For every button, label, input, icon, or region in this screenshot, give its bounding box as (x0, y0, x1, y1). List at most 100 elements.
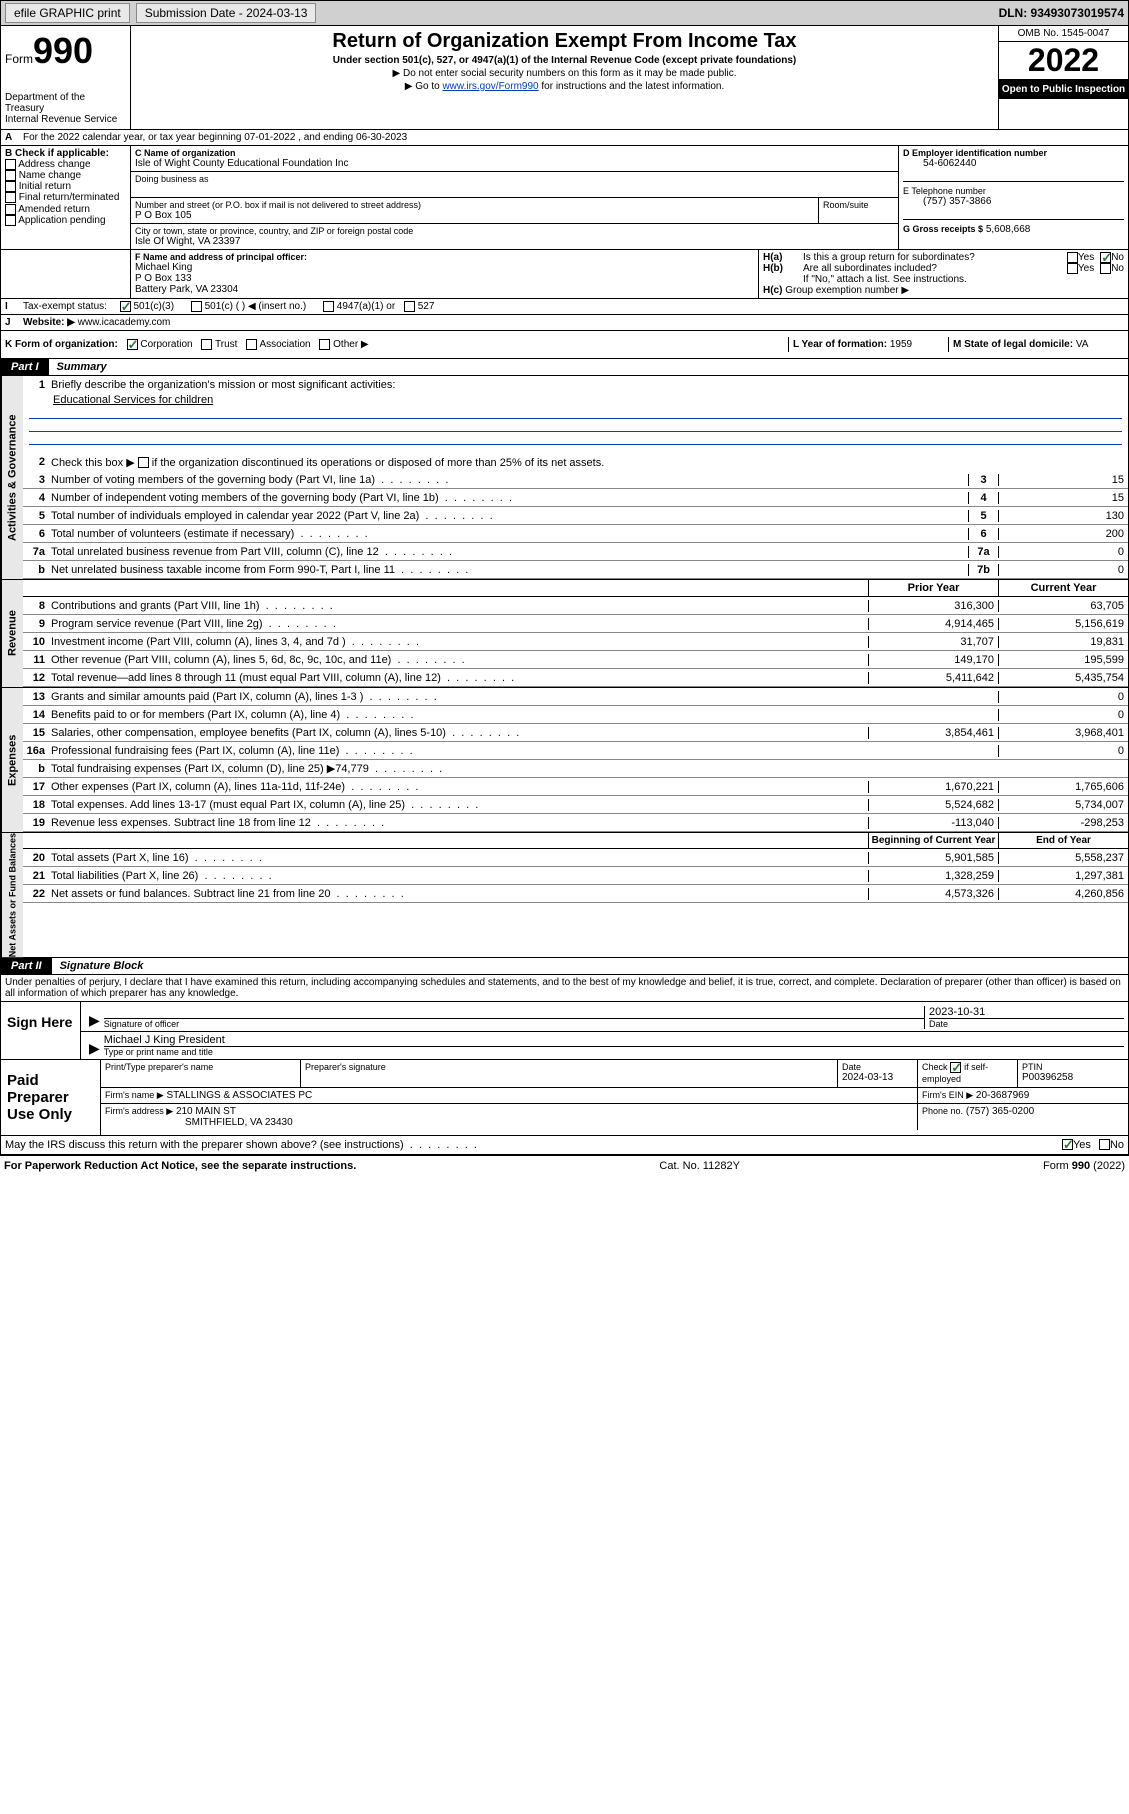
omb-number: OMB No. 1545-0047 (999, 26, 1128, 42)
discuss-text: May the IRS discuss this return with the… (5, 1139, 1062, 1151)
gov-line-3: 3Number of voting members of the governi… (23, 471, 1128, 489)
firm-addr1-value: 210 MAIN ST (176, 1106, 236, 1117)
other-checkbox[interactable] (319, 339, 330, 350)
name-change-checkbox[interactable] (5, 170, 16, 181)
hb-no-checkbox[interactable] (1100, 263, 1111, 274)
room-label: Room/suite (823, 200, 894, 210)
org-name-label: C Name of organization (135, 148, 894, 158)
dba-label: Doing business as (135, 174, 894, 184)
sig-date-value: 2023-10-31 (929, 1006, 1124, 1018)
sign-here-section: Sign Here ▶ Signature of officer 2023-10… (0, 1002, 1129, 1060)
final-return-checkbox[interactable] (5, 192, 16, 203)
submission-date-button[interactable]: Submission Date - 2024-03-13 (136, 3, 317, 23)
prep-date-label: Date (842, 1062, 913, 1072)
date-label: Date (929, 1018, 1124, 1029)
ha-no: No (1111, 252, 1124, 263)
prep-sig-label: Preparer's signature (305, 1062, 833, 1072)
opt-assoc: Association (259, 339, 310, 350)
ha-no-checkbox[interactable] (1100, 252, 1111, 263)
opt-initial-return: Initial return (19, 181, 71, 192)
gov-line-7a: 7aTotal unrelated business revenue from … (23, 543, 1128, 561)
top-bar: efile GRAPHIC print Submission Date - 20… (0, 0, 1129, 26)
ein-label: D Employer identification number (903, 148, 1124, 158)
discuss-no-checkbox[interactable] (1099, 1139, 1110, 1150)
form-number: 990 (33, 30, 93, 72)
mission-text: Educational Services for children (23, 394, 1128, 406)
hc-text: Group exemption number ▶ (785, 285, 909, 296)
prep-name-label: Print/Type preparer's name (105, 1062, 296, 1072)
exp-line-b: bTotal fundraising expenses (Part IX, co… (23, 760, 1128, 778)
vert-net-assets: Net Assets or Fund Balances (1, 833, 23, 957)
discuss-no: No (1110, 1139, 1124, 1151)
rev-line-8: 8Contributions and grants (Part VIII, li… (23, 597, 1128, 615)
address-change-checkbox[interactable] (5, 159, 16, 170)
net-line-20: 20Total assets (Part X, line 16)5,901,58… (23, 849, 1128, 867)
part2-header: Part II Signature Block (0, 958, 1129, 975)
discontinued-checkbox[interactable] (138, 457, 149, 468)
501c-checkbox[interactable] (191, 301, 202, 312)
form990-link[interactable]: www.irs.gov/Form990 (442, 81, 538, 92)
527-checkbox[interactable] (404, 301, 415, 312)
officer-name: Michael King (135, 262, 754, 273)
arrow-icon-2: ▶ (85, 1040, 104, 1057)
officer-addr1: P O Box 133 (135, 273, 754, 284)
firm-ein-label: Firm's EIN ▶ (922, 1090, 973, 1100)
q2-post: if the organization discontinued its ope… (152, 457, 605, 469)
application-pending-checkbox[interactable] (5, 215, 16, 226)
footer-form: 990 (1072, 1160, 1090, 1172)
vert-revenue: Revenue (1, 580, 23, 687)
website-label: Website: ▶ (23, 317, 75, 328)
4947-checkbox[interactable] (323, 301, 334, 312)
discuss-yes-checkbox[interactable] (1062, 1139, 1073, 1150)
exp-line-19: 19Revenue less expenses. Subtract line 1… (23, 814, 1128, 832)
website-url: www.icacademy.com (78, 317, 171, 328)
section-c: C Name of organization Isle of Wight Cou… (131, 146, 898, 249)
trust-checkbox[interactable] (201, 339, 212, 350)
opt-527: 527 (418, 301, 435, 312)
domicile-label: M State of legal domicile: (953, 339, 1073, 350)
ptin-label: PTIN (1022, 1062, 1124, 1072)
org-address: P O Box 105 (135, 210, 814, 221)
addr-label: Number and street (or P.O. box if mail i… (135, 200, 814, 210)
tax-year: 2022 (999, 42, 1128, 80)
pra-notice: For Paperwork Reduction Act Notice, see … (4, 1160, 356, 1172)
section-b: B Check if applicable: Address change Na… (1, 146, 131, 249)
open-to-public: Open to Public Inspection (999, 80, 1128, 99)
part2-label: Part II (1, 958, 52, 974)
exp-line-18: 18Total expenses. Add lines 13-17 (must … (23, 796, 1128, 814)
hb-no: No (1111, 263, 1124, 274)
firm-name-value: STALLINGS & ASSOCIATES PC (166, 1090, 312, 1101)
hb-yes-checkbox[interactable] (1067, 263, 1078, 274)
ptin-value: P00396258 (1022, 1072, 1124, 1083)
initial-return-checkbox[interactable] (5, 181, 16, 192)
self-employed-checkbox[interactable] (950, 1062, 961, 1073)
rev-line-12: 12Total revenue—add lines 8 through 11 (… (23, 669, 1128, 687)
vert-expenses: Expenses (1, 688, 23, 832)
assoc-checkbox[interactable] (246, 339, 257, 350)
paid-preparer-label: Paid Preparer Use Only (1, 1060, 101, 1135)
ein-value: 54-6062440 (903, 158, 1124, 169)
hb-note: If "No," attach a list. See instructions… (763, 274, 1124, 285)
efile-button[interactable]: efile GRAPHIC print (5, 3, 130, 23)
subtitle-1: Under section 501(c), 527, or 4947(a)(1)… (135, 55, 994, 66)
q2-pre: Check this box ▶ (51, 457, 135, 469)
dept-label: Department of the Treasury (5, 92, 126, 114)
sign-here-label: Sign Here (1, 1002, 81, 1059)
officer-name-title: Michael J King President (104, 1034, 1124, 1046)
501c3-checkbox[interactable] (120, 301, 131, 312)
opt-address-change: Address change (18, 159, 90, 170)
subtitle-3-pre: ▶ Go to (405, 81, 443, 92)
opt-amended-return: Amended return (18, 204, 90, 215)
org-city: Isle Of Wight, VA 23397 (135, 236, 894, 247)
ha-yes-checkbox[interactable] (1067, 252, 1078, 263)
vert-governance: Activities & Governance (1, 376, 23, 579)
opt-final-return: Final return/terminated (19, 193, 120, 204)
domicile-state: VA (1076, 339, 1089, 350)
form-word: Form (5, 52, 33, 66)
amended-return-checkbox[interactable] (5, 204, 16, 215)
opt-name-change: Name change (19, 170, 81, 181)
officer-addr2: Battery Park, VA 23304 (135, 284, 754, 295)
form-title: Return of Organization Exempt From Incom… (135, 30, 994, 53)
part1-header: Part I Summary (0, 359, 1129, 376)
corp-checkbox[interactable] (127, 339, 138, 350)
